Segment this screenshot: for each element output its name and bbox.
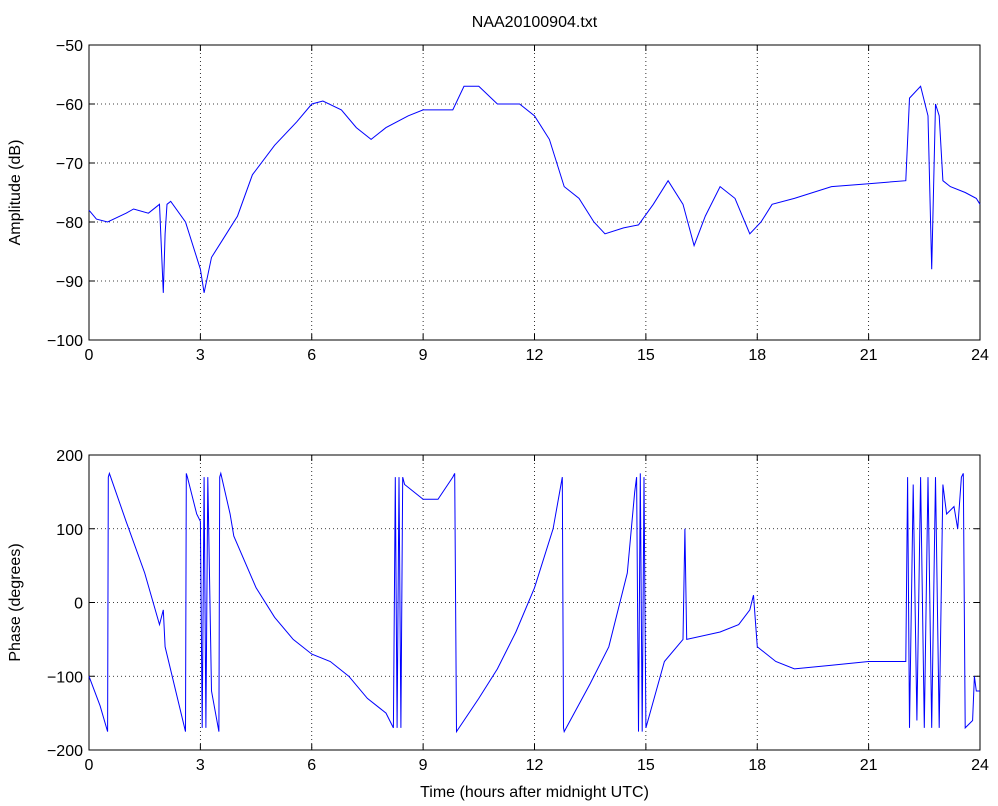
y-tick-label: −50 xyxy=(56,38,83,55)
amplitude-panel: NAA20100904.txt 0 3 6 9 12 15 18 21 24 −50 −60 −70 −… xyxy=(7,14,989,364)
phase-ylabel: Phase (degrees) xyxy=(7,543,24,661)
phase-ticks: 0 3 6 9 12 15 18 21 24 200 100 0 −100 −200 xyxy=(47,448,989,774)
y-tick-label: 100 xyxy=(56,522,83,539)
x-tick-label: 18 xyxy=(748,347,766,364)
x-tick-label: 18 xyxy=(748,757,766,774)
y-tick-label: −100 xyxy=(47,669,83,686)
amplitude-grid xyxy=(89,45,980,340)
y-tick-label: −90 xyxy=(56,274,83,291)
x-tick-label: 9 xyxy=(419,347,428,364)
phase-panel: 0 3 6 9 12 15 18 21 24 200 100 0 −100 −200 Phase (deg… xyxy=(7,448,989,801)
amplitude-ticks: 0 3 6 9 12 15 18 21 24 −50 −60 −70 −80 −90 −100 xyxy=(47,38,989,364)
x-tick-label: 3 xyxy=(196,757,205,774)
y-tick-label: −100 xyxy=(47,333,83,350)
x-tick-label: 15 xyxy=(637,757,655,774)
x-tick-label: 12 xyxy=(526,757,544,774)
y-tick-label: 200 xyxy=(56,448,83,465)
x-tick-label: 0 xyxy=(85,757,94,774)
amplitude-axes-frame xyxy=(88,44,981,341)
phase-grid xyxy=(89,455,980,750)
time-xlabel: Time (hours after midnight UTC) xyxy=(420,784,649,801)
x-tick-label: 9 xyxy=(419,757,428,774)
y-tick-label: −80 xyxy=(56,215,83,232)
x-tick-label: 3 xyxy=(196,347,205,364)
y-tick-label: 0 xyxy=(74,596,83,613)
x-tick-label: 21 xyxy=(860,347,878,364)
x-tick-label: 24 xyxy=(971,757,989,774)
chart-title: NAA20100904.txt xyxy=(472,14,598,31)
x-tick-label: 0 xyxy=(85,347,94,364)
x-tick-label: 6 xyxy=(307,347,316,364)
x-tick-label: 15 xyxy=(637,347,655,364)
x-tick-label: 12 xyxy=(526,347,544,364)
y-tick-label: −60 xyxy=(56,97,83,114)
y-tick-label: −70 xyxy=(56,156,83,173)
x-tick-label: 24 xyxy=(971,347,989,364)
amplitude-series-line xyxy=(88,85,981,293)
x-tick-label: 6 xyxy=(307,757,316,774)
y-tick-label: −200 xyxy=(47,743,83,760)
amplitude-ylabel: Amplitude (dB) xyxy=(7,140,24,246)
phase-series-line xyxy=(88,471,980,734)
x-tick-label: 21 xyxy=(860,757,878,774)
